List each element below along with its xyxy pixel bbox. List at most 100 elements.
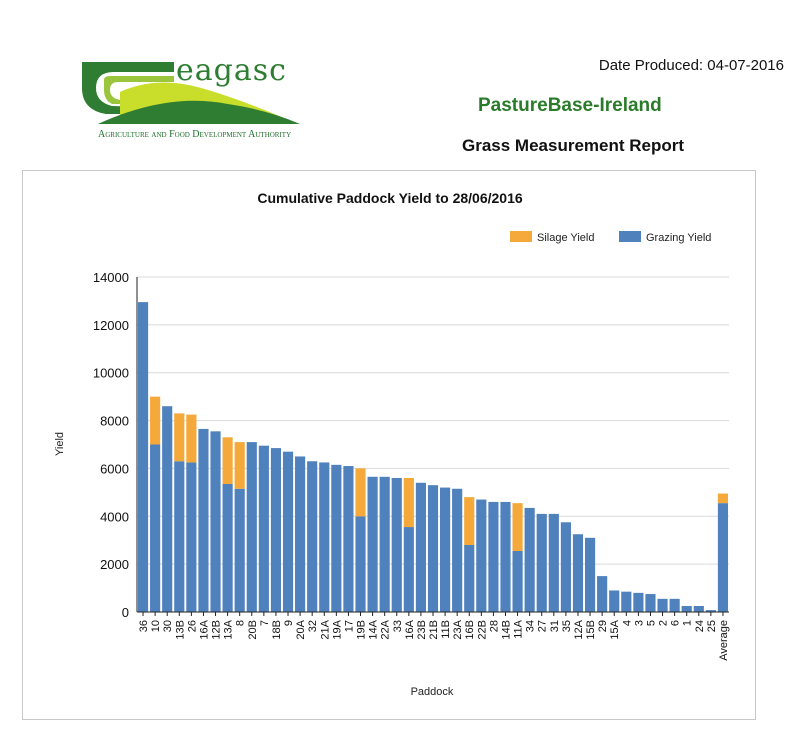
x-tick-label: 7 [259,620,271,626]
x-tick-label: 31 [549,620,561,632]
bar-grazing-14B [500,501,511,612]
x-tick-label: 23A [452,619,464,639]
x-tick-label: 22B [476,620,488,640]
x-tick-label: 8 [235,620,247,626]
x-tick-label: 5 [645,620,657,626]
bar-grazing-15A [609,590,620,612]
x-tick-label: 15A [609,619,621,639]
y-tick-label: 4000 [100,509,129,524]
logo-wordmark: eagasc [176,53,287,88]
bar-grazing-1 [681,606,692,612]
x-tick-label: 19A [331,619,343,639]
x-tick-label: 11B [440,620,452,639]
y-tick-label: 12000 [93,318,129,333]
bar-grazing-2 [657,598,668,612]
legend-swatch-silage [510,231,532,242]
y-tick-label: 0 [122,605,129,620]
x-tick-label: 16A [198,619,210,639]
bar-grazing-Average [717,503,729,612]
bar-grazing-32 [307,461,318,612]
bar-grazing-15B [584,537,596,612]
bar-grazing-28 [488,501,499,612]
bar-silage-16A [403,478,414,528]
bar-grazing-30 [162,406,173,612]
bar-grazing-13B [174,461,185,612]
x-tick-label: 29 [597,620,609,632]
bar-grazing-20A [295,456,306,612]
bar-grazing-13A [222,483,233,612]
bar-silage-11A [512,503,523,551]
bar-grazing-6 [669,598,680,612]
bar-grazing-27 [536,513,547,612]
teagasc-emblem [82,62,300,124]
legend-swatch-grazing [619,231,641,242]
bar-grazing-23B [415,482,426,612]
x-tick-label: 33 [392,620,404,632]
bar-silage-16B [464,497,475,545]
logo-tagline: Agriculture and Food Development Authori… [98,129,292,140]
bar-grazing-5 [645,594,656,612]
x-tick-label: 28 [488,620,500,632]
x-tick-label: 35 [561,620,573,632]
bar-grazing-17 [343,466,354,612]
bar-grazing-4 [621,591,632,612]
x-tick-label: 14A [368,619,380,639]
bar-silage-10 [150,396,161,445]
bar-grazing-11B [440,487,451,612]
bar-grazing-22B [476,499,487,612]
x-tick-label: 13B [174,620,186,640]
bar-grazing-3 [633,592,644,612]
bar-grazing-11A [512,550,523,612]
y-tick-label: 6000 [100,461,129,476]
x-tick-label: 3 [633,620,645,626]
yield-chart: Cumulative Paddock Yield to 28/06/2016 S… [54,190,730,698]
bar-grazing-19A [331,464,342,612]
x-tick-label: 10 [150,620,162,632]
x-tick-label: 23B [416,620,428,640]
x-tick-label: 16B [464,620,476,640]
x-tick-label: Average [718,620,730,661]
bar-grazing-7 [258,445,269,612]
x-axis-ticks: 36 10 30 13B 26 16A 12B 13A 8 20B 7 18B 9 20A 32 21A 19A… [138,612,730,661]
x-tick-label: 36 [138,620,150,632]
bar-grazing-26 [186,462,197,612]
x-tick-label: 15B [585,620,597,640]
bar-grazing-36 [137,302,149,612]
bars [137,302,729,612]
bar-grazing-12A [572,534,584,612]
bar-grazing-33 [391,478,402,612]
x-tick-label: 9 [283,620,295,626]
x-tick-label: 13A [223,619,235,639]
x-axis-label: Paddock [411,686,454,698]
x-tick-label: 21A [319,619,331,639]
x-tick-label: 27 [537,620,549,632]
bar-grazing-24 [693,606,704,612]
bar-silage-Average [717,493,729,504]
bar-grazing-9 [282,451,294,612]
bar-silage-26 [186,414,197,463]
x-tick-label: 1 [682,620,694,626]
x-tick-label: 12A [573,619,585,639]
bar-grazing-16B [464,545,475,612]
legend-label-silage: Silage Yield [537,232,595,244]
brand-title: PastureBase-Ireland [478,95,662,116]
bar-grazing-16A [403,527,414,612]
legend-label-grazing: Grazing Yield [646,232,711,244]
x-tick-label: 25 [706,620,718,632]
bar-grazing-16A [198,428,209,612]
bar-silage-8 [234,442,245,489]
x-tick-label: 20B [247,620,259,640]
bar-grazing-14A [367,476,378,612]
x-tick-label: 21B [428,620,440,640]
bar-grazing-12B [210,431,221,612]
bar-grazing-19B [355,516,366,612]
x-tick-label: 16A [404,619,416,639]
bar-grazing-34 [524,507,535,612]
x-tick-label: 24 [694,620,706,632]
x-tick-label: 14B [500,620,512,640]
x-tick-label: 20A [295,619,307,639]
y-tick-label: 10000 [93,366,129,381]
bar-grazing-18B [270,448,282,612]
bar-grazing-22A [379,476,390,612]
bar-grazing-21A [319,462,330,612]
